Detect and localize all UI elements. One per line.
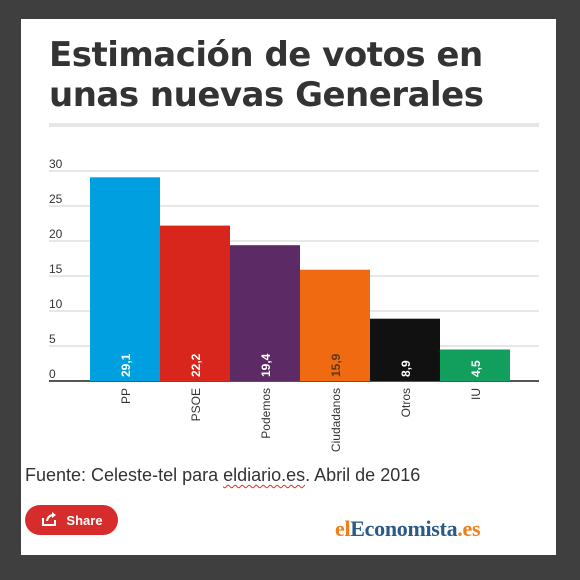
x-tick-label: Ciudadanos xyxy=(329,388,343,452)
source-note: Fuente: Celeste-tel para eldiario.es. Ab… xyxy=(25,465,420,486)
x-tick-label: Otros xyxy=(399,388,413,417)
value-label: 8,9 xyxy=(399,360,413,377)
value-label: 19,4 xyxy=(259,353,273,377)
y-tick-label: 0 xyxy=(49,367,56,381)
bars xyxy=(90,177,510,381)
y-tick-label: 20 xyxy=(49,227,63,241)
x-tick-label: PSOE xyxy=(189,388,203,421)
source-suffix: . Abril de 2016 xyxy=(305,465,421,485)
share-icon xyxy=(40,511,58,530)
x-tick-label: IU xyxy=(469,388,483,400)
value-label: 4,5 xyxy=(469,360,483,377)
x-tick-labels: PP PSOE Podemos Ciudadanos Otros IU xyxy=(119,388,483,452)
bar-iu xyxy=(440,349,510,381)
title-divider xyxy=(49,123,539,127)
eleconomista-logo: elEconomista.es xyxy=(335,516,481,541)
value-labels: 29,1 22,2 19,4 15,9 8,9 4,5 xyxy=(119,353,483,377)
y-tick-labels: 0 5 10 15 20 25 30 xyxy=(49,157,63,381)
y-tick-label: 10 xyxy=(49,297,63,311)
y-tick-label: 25 xyxy=(49,192,63,206)
share-button[interactable]: Share xyxy=(25,505,118,535)
value-label: 22,2 xyxy=(189,353,203,377)
y-tick-label: 30 xyxy=(49,157,63,171)
y-tick-label: 5 xyxy=(49,332,56,346)
bar-psoe xyxy=(160,225,230,381)
bar-ciudadanos xyxy=(300,269,370,381)
chart-card: Estimación de votos en unas nuevas Gener… xyxy=(21,19,556,555)
value-label: 15,9 xyxy=(329,353,343,377)
source-prefix: Fuente: Celeste-tel para xyxy=(25,465,224,485)
source-link[interactable]: eldiario.es xyxy=(223,465,306,485)
share-label: Share xyxy=(66,512,103,528)
y-tick-label: 15 xyxy=(49,262,63,276)
bar-podemos xyxy=(230,245,300,381)
value-label: 29,1 xyxy=(119,353,133,377)
x-tick-label: Podemos xyxy=(259,388,273,439)
x-tick-label: PP xyxy=(119,388,133,404)
bar-chart: 0 5 10 15 20 25 30 29,1 22,2 19,4 15,9 8,9 4,5 PP PS… xyxy=(49,157,539,452)
bar-otros xyxy=(370,318,440,381)
chart-title: Estimación de votos en unas nuevas Gener… xyxy=(49,35,484,115)
bar-pp xyxy=(90,177,160,381)
